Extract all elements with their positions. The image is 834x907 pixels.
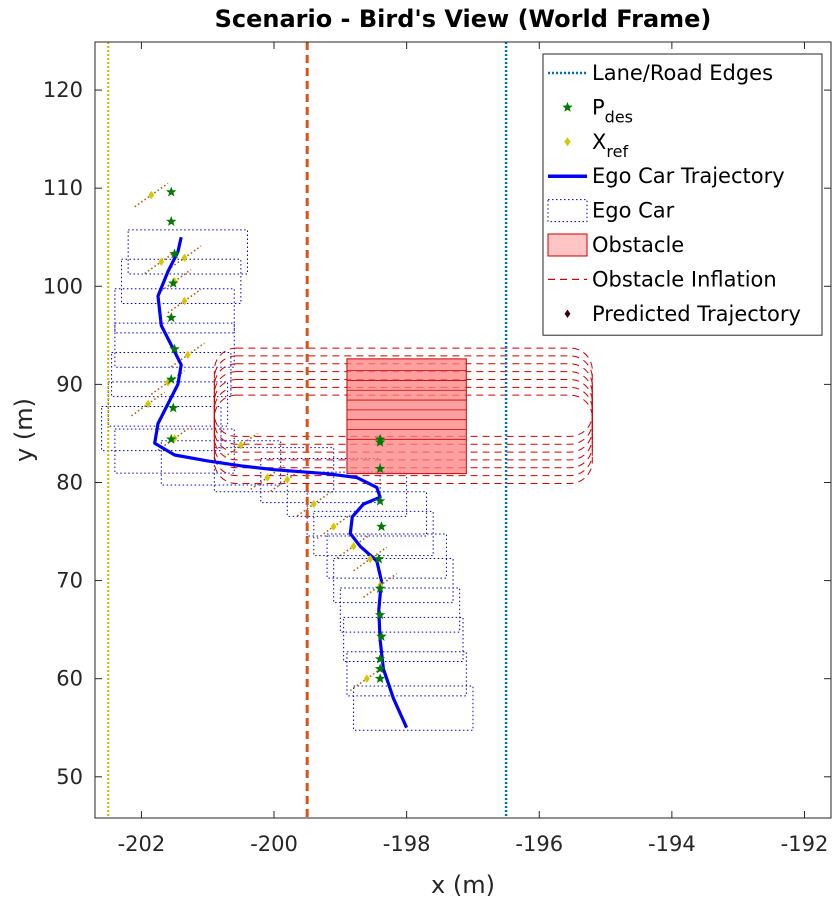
ego-car-box (160, 440, 282, 486)
ego-car-box (346, 651, 467, 697)
ego-car-box (114, 428, 235, 474)
pdes-marker (374, 653, 386, 664)
legend-label: Lane/Road Edges (592, 61, 773, 85)
y-tick-label: 110 (43, 176, 83, 200)
ego-car-box (114, 322, 235, 368)
legend-label: Ego Car (592, 199, 675, 223)
pdes-marker (374, 663, 386, 674)
xref-marker (350, 542, 357, 551)
y-tick-label: 120 (43, 78, 83, 102)
xref-marker (237, 441, 244, 450)
pdes-marker (374, 673, 386, 684)
xref-marker (264, 473, 271, 482)
axes-frame (94, 41, 832, 819)
legend-pdes-swatch (562, 101, 573, 112)
y-axis-title: y (m) (10, 398, 38, 462)
pdes-marker (169, 248, 180, 259)
obstacle-body (346, 358, 467, 475)
xref-marker (181, 253, 188, 263)
pdes-marker (168, 402, 179, 413)
y-tick-label: 70 (56, 569, 83, 593)
legend-obstacle-swatch (547, 233, 588, 257)
ego-car-box (286, 471, 408, 517)
legend-ego-car-swatch (547, 199, 588, 223)
x-tick-label: -192 (781, 832, 829, 856)
pdes-marker (166, 433, 177, 444)
pdes-marker (166, 312, 177, 323)
x-tick-label: -200 (250, 832, 298, 856)
pdes-marker (373, 553, 384, 564)
x-tick-label: -194 (648, 832, 696, 856)
ego-car-box (353, 685, 474, 731)
ego-car-box (339, 587, 461, 633)
pdes-marker (166, 186, 177, 197)
ego-car-box (343, 616, 464, 663)
legend-label: Obstacle Inflation (592, 267, 777, 291)
ego-car-box (107, 381, 229, 427)
pdes-marker (374, 436, 386, 447)
xref-marker (158, 257, 165, 266)
chart-title: Scenario - Bird's View (World Frame) (215, 5, 712, 33)
ego-car-box (111, 351, 232, 398)
ego-car-box (313, 510, 434, 557)
pdes-marker (374, 582, 386, 593)
xref-marker (145, 399, 151, 409)
legend-predicted-swatch (564, 309, 571, 318)
pdes-marker (374, 495, 386, 506)
pdes-marker (168, 277, 179, 288)
xref-marker (284, 475, 291, 484)
x-tick-label: -202 (118, 832, 166, 856)
x-tick-label: -198 (383, 832, 431, 856)
xref-marker (367, 554, 374, 564)
x-tick-label: -196 (515, 832, 563, 856)
pdes-marker (374, 463, 386, 474)
pdes-marker (376, 631, 387, 641)
pdes-marker (166, 216, 177, 226)
xref-marker (310, 499, 317, 509)
xref-marker (148, 190, 155, 200)
legend-label: Ego Car Trajectory (592, 164, 785, 188)
y-tick-label: 100 (43, 274, 83, 298)
xref-marker (363, 674, 370, 683)
xref-marker (184, 350, 191, 360)
xref-marker (330, 522, 337, 531)
pdes-marker (166, 374, 177, 384)
legend-label: Predicted Trajectory (592, 302, 801, 326)
pdes-marker (374, 609, 386, 620)
pdes-marker (376, 521, 387, 532)
y-tick-label: 50 (56, 765, 83, 789)
legend-label: Obstacle (592, 233, 684, 257)
xref-marker (181, 296, 188, 306)
legend-xref-swatch (564, 137, 571, 147)
ego-car-box (260, 457, 381, 504)
ego-car-box (101, 405, 222, 452)
y-tick-label: 80 (56, 470, 83, 494)
ego-car-box (326, 533, 447, 579)
ego-car-box (127, 229, 249, 275)
ego-car-box (333, 558, 454, 604)
legend-box (542, 53, 823, 336)
pdes-marker (169, 343, 180, 354)
y-tick-label: 60 (56, 667, 83, 691)
pdes-marker (374, 433, 386, 444)
x-axis-title: x (m) (431, 871, 495, 899)
y-tick-label: 90 (56, 372, 83, 396)
ego-car-box (213, 447, 335, 493)
ego-car-box (121, 258, 242, 304)
ego-car-box (114, 288, 235, 334)
